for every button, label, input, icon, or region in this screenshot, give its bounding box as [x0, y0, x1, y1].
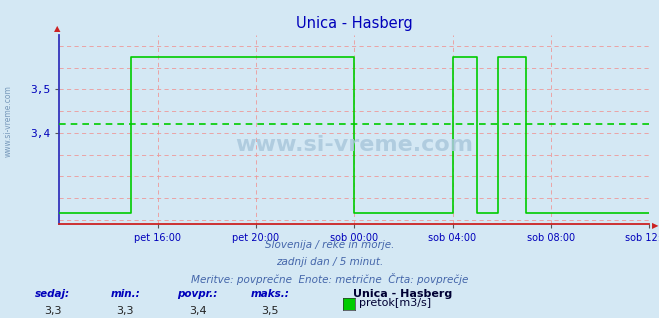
Text: 3,3: 3,3	[117, 306, 134, 316]
Title: Unica - Hasberg: Unica - Hasberg	[296, 16, 413, 31]
Text: Slovenija / reke in morje.: Slovenija / reke in morje.	[265, 240, 394, 250]
Text: ▲: ▲	[54, 24, 61, 33]
Text: ▶: ▶	[652, 221, 659, 230]
Text: povpr.:: povpr.:	[177, 289, 218, 299]
Text: pretok[m3/s]: pretok[m3/s]	[359, 298, 431, 308]
Text: Meritve: povprečne  Enote: metrične  Črta: povprečje: Meritve: povprečne Enote: metrične Črta:…	[191, 273, 468, 285]
Text: www.si-vreme.com: www.si-vreme.com	[3, 85, 13, 157]
Text: maks.:: maks.:	[251, 289, 289, 299]
Text: sedaj:: sedaj:	[35, 289, 71, 299]
Text: min.:: min.:	[110, 289, 140, 299]
Text: Unica - Hasberg: Unica - Hasberg	[353, 289, 452, 299]
Text: 3,3: 3,3	[44, 306, 61, 316]
Text: 3,4: 3,4	[189, 306, 206, 316]
Text: www.si-vreme.com: www.si-vreme.com	[235, 135, 473, 155]
Text: 3,5: 3,5	[262, 306, 279, 316]
Text: zadnji dan / 5 minut.: zadnji dan / 5 minut.	[276, 257, 383, 266]
